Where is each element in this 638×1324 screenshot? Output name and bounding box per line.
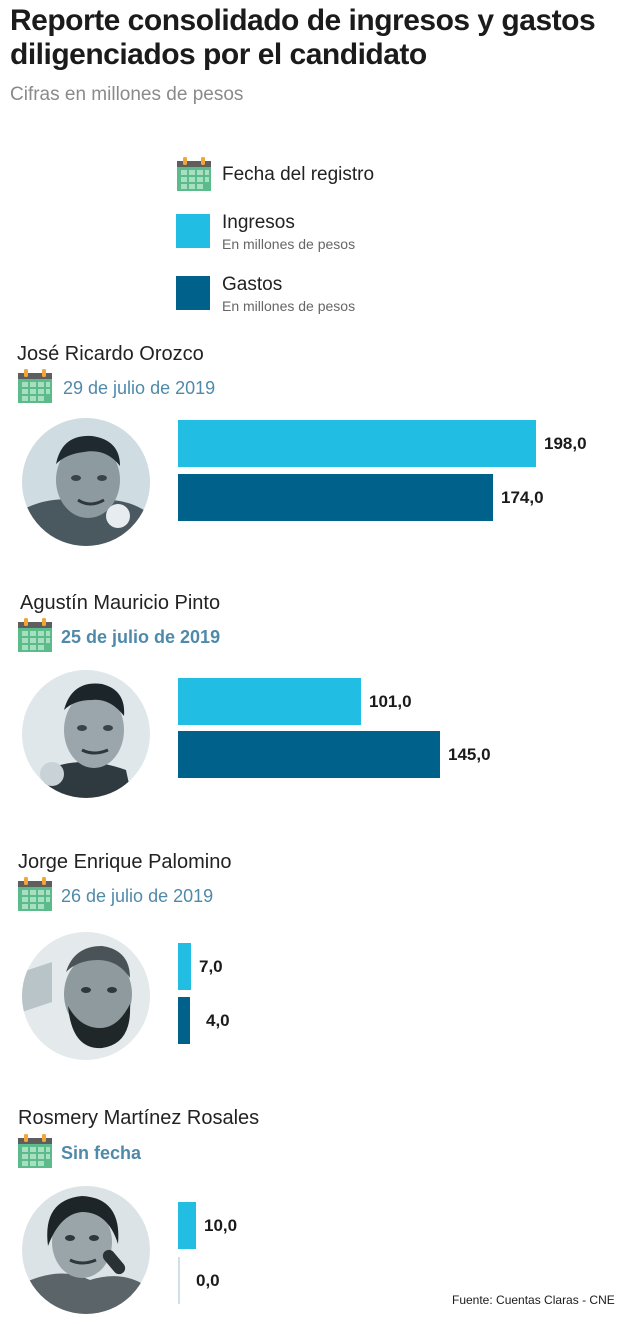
legend-expense-swatch	[176, 276, 210, 310]
candidate-photo	[22, 418, 150, 546]
chart-title: Reporte consolidado de ingresos y gastos…	[10, 4, 596, 71]
value-label-income: 10,0	[204, 1215, 238, 1235]
candidate-date: Sin fecha	[61, 1143, 142, 1163]
candidate-name: Rosmery Martínez Rosales	[18, 1107, 260, 1129]
legend-expense-label: Gastos	[222, 274, 283, 295]
candidate-date: 26 de julio de 2019	[61, 886, 214, 906]
legend-expense-sub: En millones de pesos	[222, 298, 356, 314]
value-label-income: 198,0	[544, 433, 587, 453]
candidate-name: José Ricardo Orozco	[17, 343, 204, 365]
candidate-photo	[22, 670, 150, 798]
value-label-income: 7,0	[199, 956, 223, 976]
calendar-icon	[18, 877, 52, 911]
value-label-expense: 0,0	[196, 1270, 220, 1290]
calendar-icon	[18, 618, 52, 652]
bar-expense	[178, 731, 440, 778]
calendar-icon	[18, 369, 52, 403]
legend-income-sub: En millones de pesos	[222, 236, 356, 252]
calendar-icon	[18, 1134, 52, 1168]
value-label-income: 101,0	[369, 691, 412, 711]
calendar-icon	[177, 157, 211, 191]
candidate-date: 29 de julio de 2019	[63, 378, 216, 398]
candidate-name: Jorge Enrique Palomino	[18, 851, 232, 873]
candidate-name: Agustín Mauricio Pinto	[20, 592, 221, 614]
bar-income	[178, 678, 361, 725]
bar-expense	[178, 1257, 180, 1304]
bar-income	[178, 1202, 196, 1249]
candidate-photo	[22, 932, 150, 1060]
candidate-date: 25 de julio de 2019	[61, 627, 221, 647]
value-label-expense: 4,0	[206, 1010, 230, 1030]
source-note: Fuente: Cuentas Claras - CNE	[452, 1293, 615, 1307]
bar-income	[178, 420, 536, 467]
chart-subtitle: Cifras en millones de pesos	[10, 84, 244, 105]
bar-expense	[178, 997, 190, 1044]
bar-expense	[178, 474, 493, 521]
value-label-expense: 174,0	[501, 487, 544, 507]
legend-date-label: Fecha del registro	[222, 164, 375, 185]
value-label-expense: 145,0	[448, 744, 491, 764]
bar-income	[178, 943, 191, 990]
candidate-photo	[22, 1186, 150, 1314]
legend-income-label: Ingresos	[222, 212, 295, 233]
legend-income-swatch	[176, 214, 210, 248]
